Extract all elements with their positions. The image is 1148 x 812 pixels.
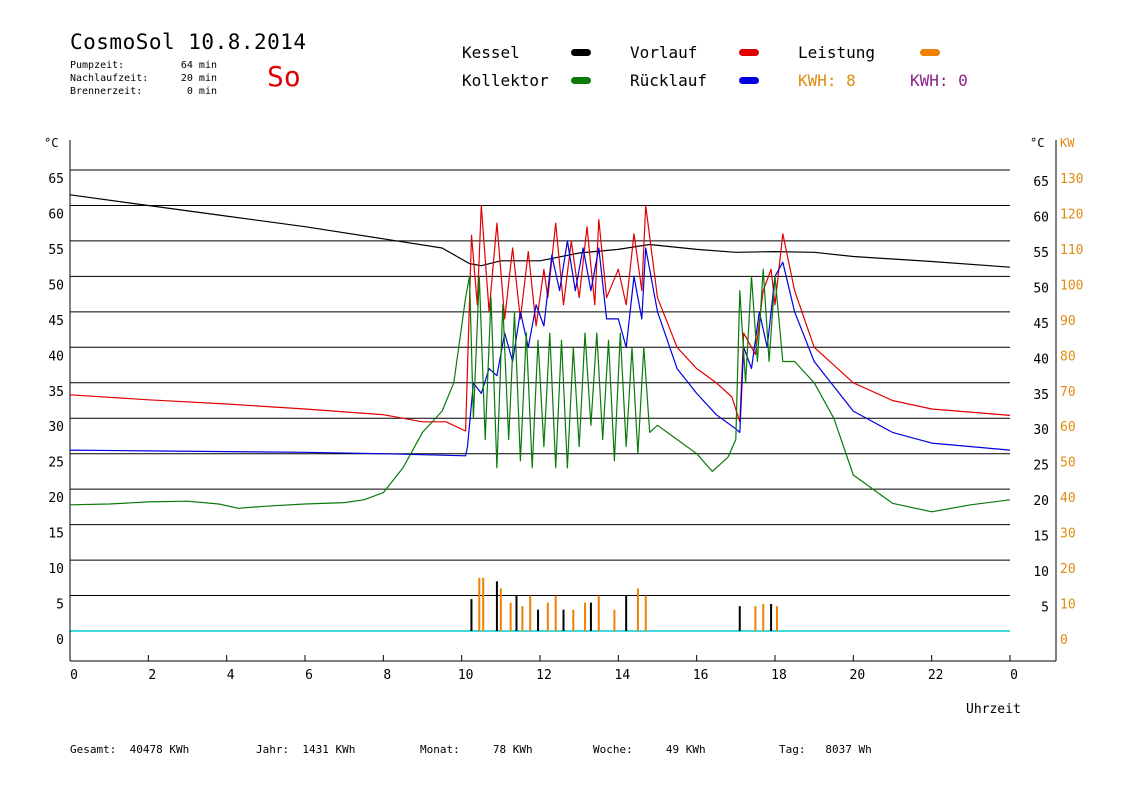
stat-brennerzeit-label: Brennerzeit: (70, 86, 143, 97)
x-tick-label: 4 (227, 668, 235, 683)
power-bars (470, 577, 778, 631)
x-tick-label: 8 (383, 668, 391, 683)
y-tick-label-right-temp: 40 (1033, 352, 1049, 367)
x-tick-label: 10 (458, 668, 474, 683)
y-tick-label-left: 15 (48, 527, 64, 542)
y-tick-label-right-temp: 45 (1033, 317, 1049, 332)
chart-series (69, 194, 1011, 513)
series-line-kessel (69, 194, 1011, 268)
stat-brennerzeit-value: 0 min (186, 86, 217, 97)
legend-kollektor-swatch (571, 77, 591, 84)
legend-kwh-burner: KWH: 0 (910, 71, 968, 90)
y-tick-label-right-temp: 15 (1033, 530, 1049, 545)
y-tick-label-right-temp: 55 (1033, 246, 1049, 261)
y-tick-label-right-temp: 25 (1033, 459, 1049, 474)
chart-axes (69, 140, 1057, 662)
footer-woche: Woche: 49 KWh (593, 743, 706, 756)
stat-nachlaufzeit-value: 20 min (180, 73, 217, 84)
footer-jahr: Jahr: 1431 KWh (256, 743, 356, 756)
chart-ticks: 0 2 4 6 8 10 12 14 16 18 20 22 005101520253035404550… (48, 172, 1083, 683)
legend-kessel-swatch (571, 49, 591, 56)
legend-kollektor-label: Kollektor (462, 71, 549, 90)
x-tick-label: 0 (1010, 668, 1018, 683)
x-tick-label: 6 (305, 668, 313, 683)
series-line-kollektor (69, 268, 1011, 513)
y-tick-label-right-power: 40 (1060, 491, 1076, 506)
y-tick-label-right-power: 60 (1060, 420, 1076, 435)
y-tick-label-right-temp: 60 (1033, 210, 1049, 225)
y-tick-label-right-power: 100 (1060, 278, 1083, 293)
y-tick-label-right-power: 130 (1060, 172, 1083, 187)
y-tick-label-right-temp: 20 (1033, 494, 1049, 509)
x-axis-label: Uhrzeit (966, 702, 1021, 717)
y-tick-label-left: 50 (48, 278, 64, 293)
y-tick-label-right-power: 80 (1060, 349, 1076, 364)
y-tick-label-left: 25 (48, 456, 64, 471)
footer-monat: Monat: 78 KWh (420, 743, 533, 756)
legend-leistung-swatch (920, 49, 940, 56)
y-tick-label-left: 0 (56, 633, 64, 648)
footer-tag: Tag: 8037 Wh (779, 743, 872, 756)
chart-grid (70, 169, 1010, 632)
y-tick-label-right-power: 50 (1060, 456, 1076, 471)
y-tick-label-right-power: 20 (1060, 562, 1076, 577)
y-tick-label-left: 65 (48, 172, 64, 187)
x-tick-label: 18 (771, 668, 787, 683)
series-line-rcklauf (69, 240, 1011, 457)
y-tick-label-left: 35 (48, 385, 64, 400)
y-tick-label-right-power: 70 (1060, 385, 1076, 400)
y-tick-label-right-temp: 35 (1033, 388, 1049, 403)
stat-nachlaufzeit-label: Nachlaufzeit: (70, 73, 149, 84)
y-tick-label-right-power: 10 (1060, 598, 1076, 613)
x-tick-label: 0 (70, 668, 78, 683)
chart-title: CosmoSol 10.8.2014 (70, 30, 307, 54)
x-tick-label: 20 (850, 668, 866, 683)
x-tick-label: 12 (536, 668, 552, 683)
y-tick-label-right-temp: 30 (1033, 423, 1049, 438)
footer-gesamt: Gesamt: 40478 KWh (70, 743, 190, 756)
legend-ruecklauf-label: Rücklauf (630, 71, 708, 90)
y-axis-left-unit: °C (44, 136, 59, 150)
legend-leistung-label: Leistung (798, 43, 876, 62)
y-tick-label-right-power: 30 (1060, 527, 1076, 542)
legend-kwh-solar: KWH: 8 (798, 71, 856, 90)
legend-vorlauf-swatch (739, 49, 759, 56)
stat-pumpzeit-value: 64 min (180, 60, 217, 71)
y-tick-label-left: 20 (48, 491, 64, 506)
y-tick-label-left: 10 (48, 562, 64, 577)
y-tick-label-left: 5 (56, 598, 64, 613)
x-tick-label: 16 (693, 668, 709, 683)
weekday-label: So (267, 60, 301, 93)
y-axis-right-temp-unit: °C (1030, 136, 1045, 150)
y-tick-label-right-temp: 5 (1041, 601, 1049, 616)
legend-ruecklauf-swatch (739, 77, 759, 84)
y-tick-label-right-power: 0 (1060, 633, 1068, 648)
y-tick-label-right-power: 120 (1060, 207, 1083, 222)
y-tick-label-left: 40 (48, 349, 64, 364)
x-tick-label: 2 (148, 668, 156, 683)
series-line-vorlauf (69, 204, 1011, 432)
y-axis-right-power-unit: KW (1060, 136, 1075, 150)
y-tick-label-right-power: 90 (1060, 314, 1076, 329)
legend-vorlauf-label: Vorlauf (630, 43, 698, 62)
y-tick-label-left: 30 (48, 420, 64, 435)
legend-kessel-label: Kessel (462, 43, 520, 62)
y-tick-label-left: 55 (48, 243, 64, 258)
y-tick-label-right-temp: 10 (1033, 565, 1049, 580)
stat-pumpzeit-label: Pumpzeit: (70, 60, 125, 71)
y-tick-label-left: 45 (48, 314, 64, 329)
x-tick-label: 22 (928, 668, 944, 683)
x-tick-label: 14 (615, 668, 631, 683)
y-tick-label-left: 60 (48, 207, 64, 222)
y-tick-label-right-temp: 50 (1033, 281, 1049, 296)
y-tick-label-right-power: 110 (1060, 243, 1083, 258)
y-tick-label-right-temp: 65 (1033, 175, 1049, 190)
